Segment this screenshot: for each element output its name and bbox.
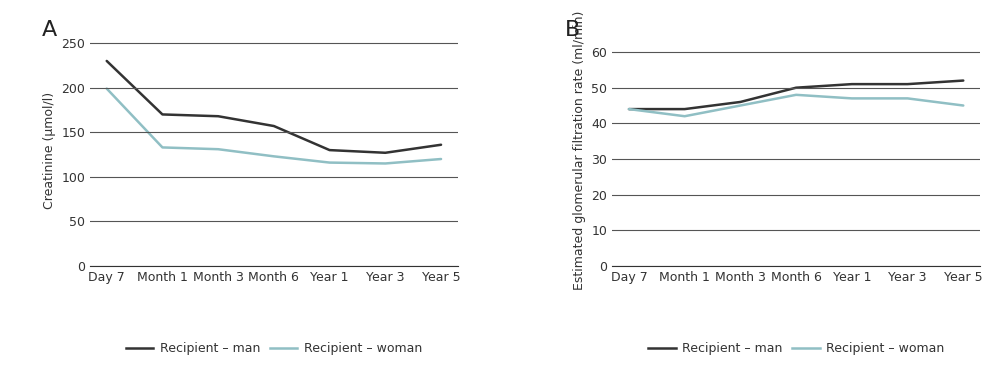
Legend: Recipient – man, Recipient – woman: Recipient – man, Recipient – woman <box>121 337 427 360</box>
Y-axis label: Estimated glomerular filtration rate (ml/min): Estimated glomerular filtration rate (ml… <box>573 10 586 290</box>
Text: B: B <box>564 20 580 40</box>
Legend: Recipient – man, Recipient – woman: Recipient – man, Recipient – woman <box>643 337 949 360</box>
Text: A: A <box>42 20 57 40</box>
Y-axis label: Creatinine (µmol/l): Creatinine (µmol/l) <box>43 92 56 209</box>
